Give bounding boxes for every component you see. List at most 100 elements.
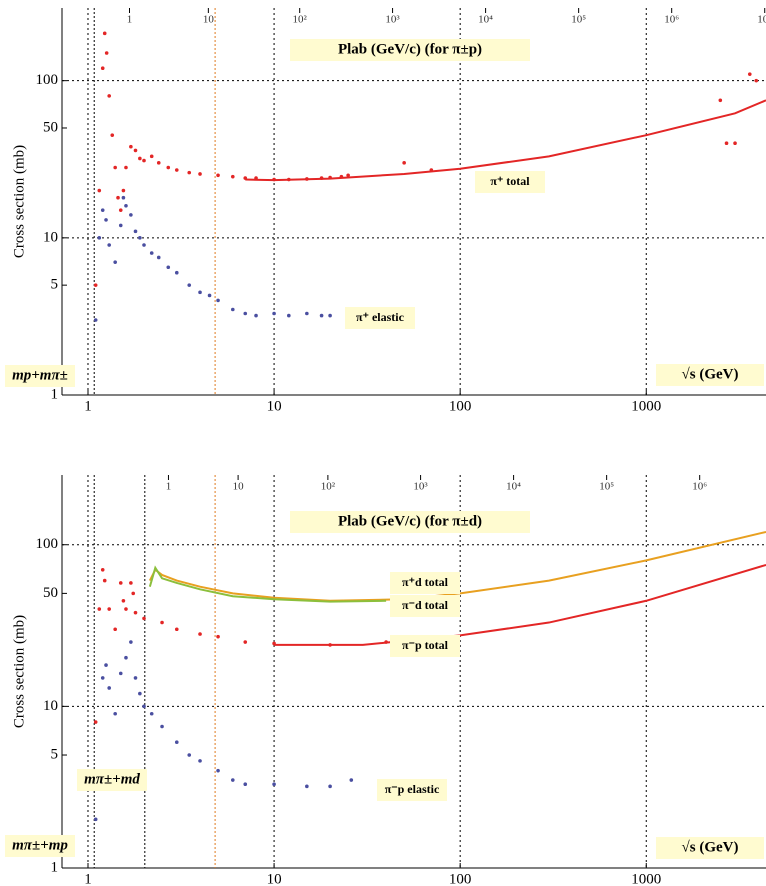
y-tick-label: 50 <box>43 119 58 135</box>
y-tick-label: 100 <box>36 536 59 552</box>
data-point <box>129 640 133 644</box>
data-point <box>107 94 111 98</box>
y-tick-label: 1 <box>51 859 59 875</box>
data-point <box>198 172 202 176</box>
y-axis-title: Cross section (mb) <box>11 615 27 728</box>
y-tick-label: 10 <box>43 698 58 714</box>
top-tick-label: 10⁶ <box>664 14 679 26</box>
data-point <box>119 208 123 212</box>
data-point <box>142 617 146 621</box>
top-tick-label: 10³ <box>385 14 400 26</box>
top-tick-label: 10⁴ <box>506 481 521 493</box>
data-point <box>175 271 179 275</box>
series-label: π⁻p total <box>402 638 449 652</box>
data-point <box>198 291 202 295</box>
data-point <box>187 753 191 757</box>
plot-area <box>94 32 766 322</box>
data-point <box>754 79 758 83</box>
data-point <box>748 72 752 76</box>
data-point <box>208 294 212 298</box>
top-tick-label: 10 <box>233 481 245 493</box>
data-point <box>187 171 191 175</box>
y-tick-label: 5 <box>51 277 59 293</box>
y-axis-title: Cross section (mb) <box>11 145 27 258</box>
data-point <box>110 133 114 137</box>
top-axis-title: Plab (GeV/c) (for π±d) <box>338 513 482 529</box>
data-point <box>103 32 107 36</box>
y-tick-label: 10 <box>43 229 58 245</box>
data-point <box>175 168 179 172</box>
data-point <box>107 243 111 247</box>
data-point <box>305 312 309 316</box>
top-tick-label: 10⁶ <box>692 481 707 493</box>
data-point <box>97 236 101 240</box>
data-point <box>142 705 146 709</box>
x-tick-label: 100 <box>449 398 472 414</box>
data-point <box>350 778 354 782</box>
data-point <box>254 314 258 318</box>
data-point <box>103 579 107 583</box>
data-point <box>142 159 146 163</box>
data-point <box>94 720 98 724</box>
data-point <box>216 769 220 773</box>
series-line <box>274 565 766 645</box>
data-point <box>122 189 126 193</box>
threshold-label: mp+mπ± <box>12 367 68 383</box>
data-point <box>104 663 108 667</box>
data-point <box>113 627 117 631</box>
data-point <box>131 592 135 596</box>
data-point <box>107 686 111 690</box>
data-point <box>166 166 170 170</box>
data-point <box>101 66 105 70</box>
x-tick-label: 10 <box>267 398 282 414</box>
data-point <box>198 632 202 636</box>
top-tick-label: 1 <box>166 481 172 493</box>
top-tick-label: 10⁵ <box>571 14 586 26</box>
data-point <box>150 155 154 159</box>
data-point <box>175 627 179 631</box>
top-tick-label: 10⁵ <box>599 481 614 493</box>
top-tick-label: 10² <box>293 14 308 26</box>
data-point <box>113 260 117 264</box>
data-point <box>124 656 128 660</box>
threshold-label: mπ±+mp <box>12 837 68 853</box>
x-tick-label: 100 <box>449 871 472 886</box>
data-point <box>198 759 202 763</box>
x-tick-label: 10 <box>267 871 282 886</box>
data-point <box>94 283 98 287</box>
top-axis-title: Plab (GeV/c) (for π±p) <box>338 41 482 57</box>
data-point <box>105 51 109 55</box>
data-point <box>243 312 247 316</box>
top-tick-label: 1 <box>127 14 133 26</box>
data-point <box>94 318 98 322</box>
data-point <box>166 265 170 269</box>
data-point <box>119 672 123 676</box>
data-point <box>243 782 247 786</box>
data-point <box>160 725 164 729</box>
data-point <box>231 175 235 179</box>
data-point <box>129 213 133 217</box>
data-point <box>216 635 220 639</box>
chart-panel: 151050100110100100011010²10³10⁴10⁵10⁶10⁷… <box>5 8 766 414</box>
y-tick-label: 100 <box>36 72 59 88</box>
data-point <box>119 581 123 585</box>
data-point <box>187 283 191 287</box>
data-point <box>97 607 101 611</box>
data-point <box>733 141 737 145</box>
data-point <box>124 204 128 208</box>
data-point <box>101 568 105 572</box>
data-point <box>216 173 220 177</box>
data-point <box>157 256 161 260</box>
data-point <box>101 676 105 680</box>
top-tick-label: 10⁴ <box>478 14 493 26</box>
series-label: π⁺ elastic <box>356 310 405 324</box>
page: 151050100110100100011010²10³10⁴10⁵10⁶10⁷… <box>0 0 766 886</box>
data-point <box>134 230 138 234</box>
data-point <box>107 607 111 611</box>
data-point <box>138 692 142 696</box>
threshold-label: mπ±+md <box>84 771 140 787</box>
top-tick-label: 10² <box>321 481 336 493</box>
x-tick-label: 1000 <box>631 871 661 886</box>
data-point <box>160 621 164 625</box>
